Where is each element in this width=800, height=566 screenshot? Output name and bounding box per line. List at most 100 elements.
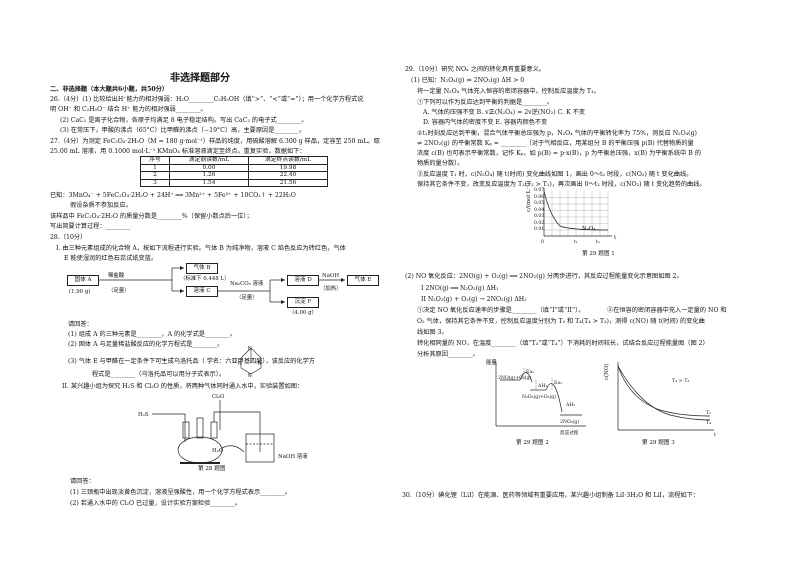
flow-f-mass: （4.00 g） <box>289 310 317 316</box>
fig2-dh1: ΔH₁ <box>538 384 548 389</box>
table-cell: 21.56 <box>248 178 328 187</box>
fig1-xtick: 0 <box>541 240 544 245</box>
y-tick-label: 0.02 <box>534 220 545 226</box>
y-tick-label: 0.07 <box>534 188 545 193</box>
q28-line: E 能使湿润的红色石蕊试纸变蓝。 <box>64 255 158 262</box>
q28-question: (1) 组成 A 的三种元素是________，A 的化学式是________。 <box>68 331 236 338</box>
table-header: 滴定前读数/mL <box>169 156 249 165</box>
q29-heading: 29.（10分）研究 NOₓ 之间的转化具有重要意义。 <box>405 66 545 73</box>
fig2-plot <box>495 362 586 427</box>
flow-box-b: 气体 B <box>186 263 218 274</box>
flow-box-d: 溶液 D <box>287 275 319 286</box>
table-cell: 2 <box>140 171 170 180</box>
q29-line: 物质的量分数）。 <box>417 160 464 167</box>
q29-line: A. 气体的压强不变 B. v正(N₂O₄) = 2v逆(NO₂) C. K 不… <box>423 109 586 116</box>
q27-line: 27.（4分）为测定 FeC₂O₄·2H₂O（M = 180 g·mol⁻¹）样… <box>50 138 380 145</box>
fig1-caption: 第 29 题图 1 <box>582 251 615 257</box>
flow-reagent: （足量） <box>108 288 130 294</box>
fig2-ylabel: 能量 <box>486 360 497 366</box>
part-heading: 二、非选择题（本大题共6小题，共50分） <box>50 86 169 93</box>
flow-box-e: 气体 E <box>347 275 379 286</box>
apparatus-h2o: H₂O <box>212 448 224 454</box>
table-cell: 1 <box>140 163 170 172</box>
table-cell: 19.98 <box>248 163 328 172</box>
q28-question: (3) 气体 E 与甲醛在一定条件下可生成乌洛托品（ 学名：六亚甲基四胺），该反… <box>68 358 315 365</box>
y-tick-label: 0.06 <box>534 194 545 200</box>
fig3-xlabel: t <box>714 433 716 438</box>
table-header: 序号 <box>140 156 170 165</box>
apparatus-naoh: NaOH 溶液 <box>278 454 308 460</box>
fig1-yticks: 0.07 0.06 0.05 0.04 0.03 0.02 0.01 <box>534 188 544 234</box>
q28-question: 请回答： <box>68 321 93 328</box>
q27-known: 写出简要计算过程：________ <box>50 223 131 230</box>
fig2-level: 2NO(g)+O₂(g) <box>498 376 532 381</box>
q29-line: (1) 已知：N₂O₄(g) ⇌ 2NO₂(g) ΔH > 0 <box>411 77 525 84</box>
svg-text:N: N <box>248 373 252 378</box>
apparatus-diagram: H₂S Cl₂O H₂O NaOH 溶液 第 28 题图 <box>130 392 310 472</box>
table-cell: 3 <box>140 178 170 187</box>
table-cell: 1.26 <box>169 171 249 180</box>
q29-2-line: ①决定 NO 氧化反应速率的步骤是________（填“I”或“II”）。 <box>417 307 585 314</box>
fig3-plot <box>617 362 714 431</box>
fig2-xlabel: 反应过程 <box>560 431 579 436</box>
fig2-ea1: Ea₁ <box>526 370 534 375</box>
apparatus-drawing <box>152 400 275 464</box>
svg-text:N: N <box>258 361 262 367</box>
q29-line: ①下列可以作为反应达到平衡的判据是________。 <box>417 99 554 106</box>
flow-reagent: （足量） <box>236 295 258 301</box>
fig3-caption: 第 29 题图 3 <box>642 440 675 446</box>
fig2-level: N₂O₂(g)+O₂(g) <box>522 395 556 400</box>
q29-2-line: 线如图 3。 <box>417 329 448 336</box>
q26-line: (3) 在常压下，甲酸的沸点（65°C）比甲醛的沸点（−19°C）高，主要原因是… <box>60 127 306 134</box>
flow-a-mass: (1.90 g) <box>69 289 91 295</box>
q29-line: 浓度 c(B) 也可表示平衡常数，记作 Kₚ，如 p(B) = p·x(B)，p… <box>417 150 701 157</box>
urotropine-structure-icon: N N N N <box>238 346 262 378</box>
fig1-xtick: t₁ <box>574 240 578 245</box>
y-tick-label: 0.05 <box>534 201 545 206</box>
q28-question: (2) 固体 A 与足量稀盐酸反应的化学方程式是________。 <box>68 341 224 348</box>
fig3-ylabel: c(NO) <box>604 363 610 380</box>
flow-reagent: （加热） <box>320 286 342 292</box>
fig2-ea2: Ea₂ <box>554 381 562 386</box>
q27-table: 序号 滴定前读数/mL 滴定终点读数/mL 1 0.00 19.98 2 1.2… <box>140 156 328 187</box>
section-title: 非选择题部分 <box>170 73 230 84</box>
flow-box-c: 溶液 C <box>186 286 218 297</box>
q29-line: D. 容器内气体的密度不变 E. 容器内颜色不变 <box>423 119 548 126</box>
fig1-series-label: N₂O₄ <box>582 226 596 232</box>
apparatus-cl2o: Cl₂O <box>212 394 225 400</box>
flow-reagent: Na₂CO₃ 溶液 <box>230 281 264 287</box>
q29-2-line: O₂ 气体，保持其它条件不变，控制反应温度分别为 T₃ 和 T₄(T₄ > T₃… <box>417 318 705 325</box>
y-tick-label: 0.01 <box>534 227 545 232</box>
q26-line: 明 OH⁻ 和 C₂H₅O⁻ 结合 H⁺ 能力的相对强弱________。 <box>50 106 207 113</box>
q27-known: 已知：3MnO₄⁻ + 5FeC₂O₄·2H₂O + 24H⁺ ══ 3Mn²⁺… <box>50 192 296 199</box>
q28-ii-question: (2) 若通入水中的 Cl₂O 已过量，设计实验方案检验________。 <box>70 500 242 507</box>
q29-line: ②t₁时刻反应达到平衡，混合气体平衡总压强为 p，N₂O₄ 气体的平衡转化率为 … <box>417 130 697 137</box>
flow-reagent: NaOH <box>322 273 340 279</box>
fig1-xlabel: t <box>614 235 617 241</box>
table-cell: 1.54 <box>169 178 249 187</box>
fig1-plot <box>543 188 612 237</box>
q27-known: 该样品中 FeC₂O₄·2H₂O 的质量分数是________%（保留小数点后一… <box>50 213 253 220</box>
q26-line: 26.（4分）(1) 比较给出H⁺能力的相对强弱：H₂O________C₂H₅… <box>50 96 364 103</box>
table-row: 2 1.26 22.40 <box>140 171 328 180</box>
q28-ii-question: 请回答： <box>70 478 95 485</box>
apparatus-caption: 第 28 题图 <box>198 466 226 472</box>
y-tick-label: 0.03 <box>534 214 545 219</box>
fig2-caption: 第 29 题图 2 <box>516 440 549 446</box>
flow-b-note: （标准下 0.448 L） <box>180 276 230 282</box>
q29-2-line: ②在恒容的密闭容器中充入一定量的 NO 和 <box>607 307 727 314</box>
flow-box-a: 固体 A <box>67 275 99 286</box>
q27-line: 25.00 mL 溶液，用 0.1000 mol·L⁻¹ KMnO₄ 标准溶液滴… <box>50 148 306 155</box>
fig2-dh2: ΔH₂ <box>566 403 576 408</box>
q26-line: (2) CaC₂ 是离子化合物，各原子均满足 8 电子稳定结构。写出 CaC₂ … <box>60 117 308 124</box>
figure-2: 能量 2NO(g)+O₂(g) N₂O₂(g)+O₂(g) 2NO₂(g) Ea… <box>486 360 590 450</box>
q29-2-line: I 2NO(g) ══ N₂O₂(g) ΔH₁ <box>421 285 499 292</box>
q29-2-line: II N₂O₂(g) + O₂(g) → 2NO₂(g) ΔH₂ <box>421 296 527 303</box>
q29-2-line: (2) NO 氧化反应：2NO(g) + O₂(g) ══ 2NO₂(g) 分两… <box>405 273 683 280</box>
fig3-series-label: T₄ <box>706 421 711 426</box>
apparatus-h2s: H₂S <box>138 412 149 418</box>
table-cell: 0.00 <box>169 163 249 172</box>
q28-ii-question: (1) 三颈瓶中出现淡黄色沉淀，溶液呈强酸性，用一个化学方程式表示_______… <box>70 489 292 496</box>
flow-box-f: 沉淀 F <box>287 297 319 308</box>
fig2-level: 2NO₂(g) <box>560 420 580 425</box>
